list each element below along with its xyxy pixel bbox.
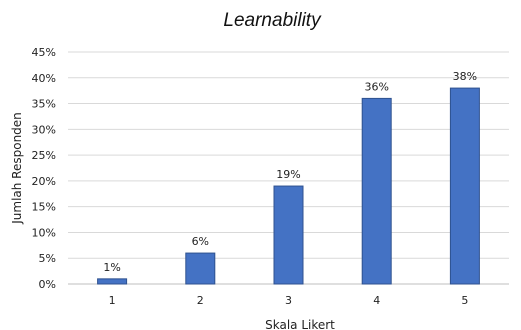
y-axis-ticks: 0% 5% 10% 15% 20% 25% 30% 35% 40% 45% [32, 46, 56, 291]
bar [449, 87, 480, 285]
y-tick-label: 0% [39, 278, 56, 291]
bars [97, 87, 480, 285]
x-tick-label: 4 [373, 294, 380, 307]
bar [97, 278, 128, 285]
gridlines [68, 51, 509, 285]
y-tick-label: 35% [32, 98, 56, 111]
x-tick-label: 1 [109, 294, 116, 307]
y-tick-label: 5% [39, 252, 56, 265]
bar-value-label: 1% [103, 261, 120, 274]
x-tick-label: 3 [285, 294, 292, 307]
y-tick-label: 40% [32, 72, 56, 85]
bar-value-label: 36% [364, 80, 388, 93]
bar-value-label: 19% [276, 168, 300, 181]
bar-value-label: 6% [192, 235, 209, 248]
chart-title: Learnability [223, 10, 322, 31]
y-tick-label: 25% [32, 149, 56, 162]
x-tick-label: 2 [197, 294, 204, 307]
bar-value-label: 38% [453, 70, 477, 83]
y-tick-label: 45% [32, 46, 56, 59]
x-axis-title: Skala Likert [265, 318, 335, 330]
y-tick-label: 15% [32, 201, 56, 214]
bar [273, 185, 304, 285]
y-axis-title: Jumlah Responden [10, 112, 24, 225]
y-tick-label: 30% [32, 123, 56, 136]
y-tick-label: 20% [32, 175, 56, 188]
x-axis-ticks: 1 2 3 4 5 [109, 294, 469, 307]
x-tick-label: 5 [461, 294, 468, 307]
data-labels: 1% 6% 19% 36% 38% [103, 70, 477, 274]
bar [185, 252, 216, 285]
y-tick-label: 10% [32, 226, 56, 239]
bar [361, 97, 392, 285]
